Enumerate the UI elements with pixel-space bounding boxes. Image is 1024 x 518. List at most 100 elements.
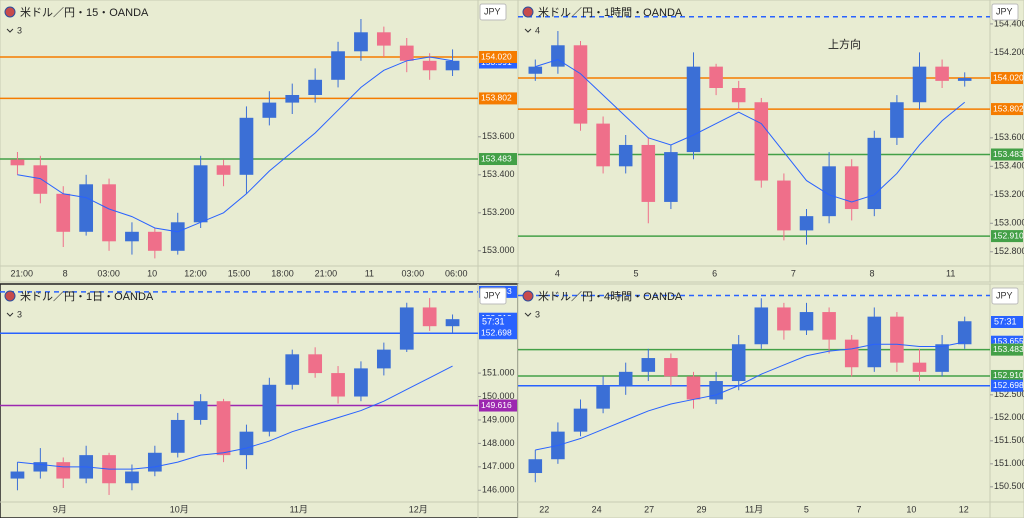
annotation: 上方向 — [828, 37, 861, 51]
x-tick-label: 7 — [856, 504, 861, 514]
level-label-box — [479, 51, 517, 63]
candle-body — [79, 184, 94, 232]
level-label: 152.910 — [993, 370, 1024, 380]
chart-panel: 152.800 153.000 153.200 153.400 153.600 154.2… — [517, 0, 1024, 283]
y-tick-label: 150.000 — [482, 391, 515, 401]
currency-box[interactable] — [991, 287, 1019, 305]
level-label: 153.655 — [993, 336, 1024, 346]
x-tick-label: 21:00 — [10, 268, 33, 278]
y-tick-label: 146.000 — [482, 485, 515, 495]
currency[interactable]: JPY — [996, 6, 1013, 16]
collapse-chevron[interactable] — [524, 28, 532, 33]
candle-body — [399, 307, 414, 350]
chart-title[interactable]: 米ドル／円・1時間・OANDA — [538, 6, 683, 19]
currency[interactable]: JPY — [484, 290, 501, 300]
level-label: 154.020 — [481, 51, 512, 61]
candle-body — [354, 368, 368, 397]
candle-body — [216, 401, 231, 456]
currency-box[interactable] — [479, 287, 507, 305]
level-label-box — [479, 92, 517, 105]
y-tick-label: 153.200 — [994, 189, 1024, 199]
candle-body — [596, 385, 610, 409]
candle-body — [844, 166, 859, 210]
level-label: 153.483 — [481, 153, 512, 163]
y-tick-label: 153.200 — [482, 207, 515, 217]
candle-body — [957, 321, 972, 345]
x-tick-label: 7 — [791, 268, 796, 278]
candle-body — [399, 45, 414, 61]
y-tick-label: 152.500 — [994, 389, 1024, 399]
candle-body — [686, 66, 701, 153]
symbol-flag — [4, 6, 16, 18]
indicator-count[interactable]: 3 — [17, 309, 22, 319]
x-tick-label: 4 — [555, 268, 560, 278]
panel-background — [517, 283, 1024, 518]
countdown-box — [479, 316, 517, 328]
level-label: 153.483 — [993, 149, 1024, 159]
candle-body — [777, 307, 791, 331]
currency-box[interactable] — [479, 3, 507, 21]
candle-body — [799, 312, 814, 331]
collapse-chevron[interactable] — [6, 28, 14, 33]
currency-box[interactable] — [991, 3, 1019, 21]
x-tick-label: 9月 — [53, 504, 67, 514]
symbol-flag — [522, 290, 534, 302]
candle-body — [125, 231, 139, 242]
plot — [518, 16, 990, 245]
currency[interactable]: JPY — [484, 6, 501, 16]
x-tick-label: 11月 — [290, 504, 308, 514]
candle-body — [262, 384, 277, 432]
x-tick-label: 06:00 — [445, 268, 468, 278]
level-label: 153.802 — [481, 93, 512, 103]
indicator-count[interactable]: 3 — [535, 309, 540, 319]
chart-title[interactable]: 米ドル／円・4時間・OANDA — [538, 290, 683, 303]
candle-body — [102, 184, 116, 242]
y-tick-label: 148.000 — [482, 438, 515, 448]
candle-body — [445, 60, 460, 71]
x-tick-label: 27 — [644, 504, 654, 514]
level-label: 152.698 — [993, 380, 1024, 390]
candle-body — [641, 144, 656, 202]
y-tick-label: 153.400 — [994, 161, 1024, 171]
x-tick-label: 12:00 — [184, 268, 207, 278]
candle-body — [33, 462, 48, 472]
y-tick-label: 154.400 — [994, 18, 1024, 28]
level-label-box — [991, 379, 1023, 392]
candle-body — [56, 462, 71, 479]
countdown: 57:31 — [994, 316, 1017, 326]
candle-body — [147, 452, 162, 472]
indicator-count[interactable]: 3 — [17, 25, 22, 35]
y-tick-label: 154.200 — [994, 47, 1024, 57]
x-tick-label: 03:00 — [97, 268, 120, 278]
y-tick-label: 153.600 — [482, 131, 515, 141]
level-label: 154.020 — [993, 72, 1024, 82]
y-tick-label: 147.000 — [482, 461, 515, 471]
candle-body — [618, 144, 633, 167]
x-tick-label: 24 — [592, 504, 602, 514]
candle-body — [573, 45, 588, 124]
candle-body — [664, 358, 678, 377]
candle-body — [239, 431, 254, 456]
candle-body — [709, 66, 723, 89]
x-tick-label: 6 — [712, 268, 717, 278]
x-tick-label: 22 — [539, 504, 549, 514]
x-tick-label: 18:00 — [271, 268, 294, 278]
chart-title[interactable]: 米ドル／円・15・OANDA — [20, 6, 149, 19]
candle-body — [912, 362, 927, 372]
collapse-chevron[interactable] — [6, 312, 14, 317]
moving-average — [535, 58, 966, 203]
currency[interactable]: JPY — [996, 290, 1013, 300]
x-tick-label: 10 — [906, 504, 916, 514]
chart-title[interactable]: 米ドル／円・1日・OANDA — [20, 290, 154, 303]
candle-body — [308, 354, 323, 374]
x-tick-label: 11 — [365, 268, 374, 278]
x-tick-label: 8 — [63, 268, 68, 278]
candle-body — [308, 79, 323, 95]
candle-body — [354, 32, 368, 52]
indicator-count[interactable]: 4 — [535, 25, 540, 35]
level-label-box — [991, 230, 1023, 243]
collapse-chevron[interactable] — [524, 312, 532, 317]
moving-average — [17, 56, 453, 233]
